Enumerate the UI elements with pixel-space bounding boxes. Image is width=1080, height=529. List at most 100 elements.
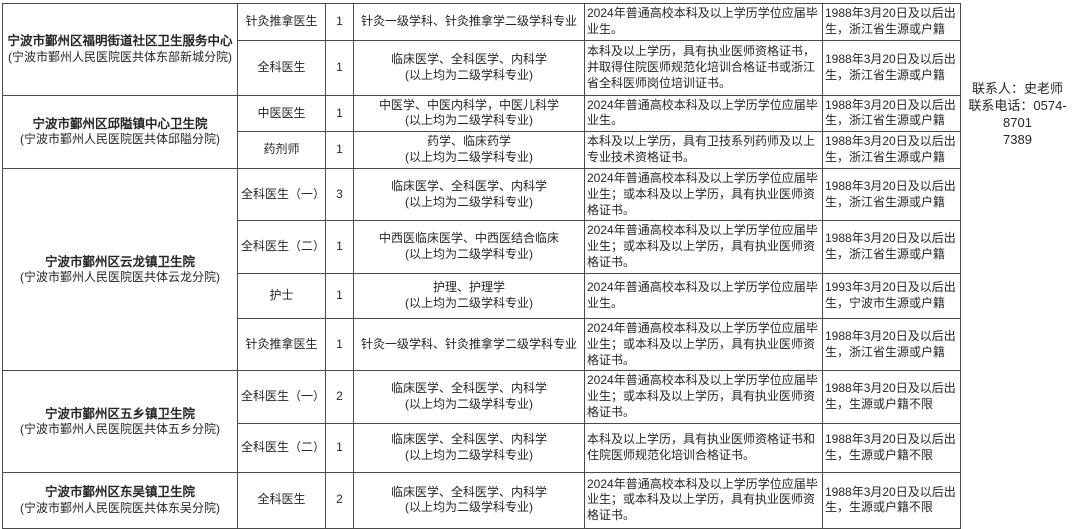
count-cell: 1 <box>325 422 354 473</box>
org-cell: 宁波市鄞州区五乡镇卫生院 (宁波市鄞州人民医院医共体五乡分院) <box>2 370 238 473</box>
major-text: 护理、护理学 <box>432 280 505 295</box>
table-row: 宁波市鄞州区东吴镇卫生院 (宁波市鄞州人民医院医共体东吴分院) 全科医生 2 临… <box>2 471 961 529</box>
count-cell: 1 <box>325 94 354 133</box>
count-cell: 1 <box>325 272 354 319</box>
count-cell: 1 <box>325 220 354 274</box>
education-cell: 2024年普通高校本科及以上学历学位应届毕业生。 <box>584 94 823 133</box>
org-name: 宁波市鄞州区五乡镇卫生院 <box>44 406 195 421</box>
major-text: 临床医学、全科医学、内科学 <box>390 484 547 499</box>
org-cell: 宁波市鄞州区邱隘镇中心卫生院 (宁波市鄞州人民医院医共体邱隘分院) <box>2 94 238 169</box>
org-cell: 宁波市鄞州区福明街道社区卫生服务中心 (宁波市鄞州人民医院医共体东部新城分院) <box>2 3 238 96</box>
major-cell: 针灸一级学科、针灸推拿学二级学科专业 <box>353 317 585 372</box>
major-text: 临床医学、全科医学、内科学 <box>390 432 547 447</box>
contact-phone: 联系电话：0574-8701 <box>968 98 1067 130</box>
major-note: (以上均为二级学科专业) <box>405 500 533 515</box>
position-cell: 全科医生（一） <box>237 167 326 222</box>
org-name: 宁波市鄞州区云龙镇卫生院 <box>44 254 195 269</box>
position-cell: 针灸推拿医生 <box>237 317 326 372</box>
position-cell: 针灸推拿医生 <box>237 3 326 41</box>
org-cell: 宁波市鄞州区东吴镇卫生院 (宁波市鄞州人民医院医共体东吴分院) <box>2 471 238 529</box>
major-cell: 中西医临床医学、中西医结合临床 (以上均为二级学科专业) <box>353 220 585 274</box>
major-note: (以上均为二级学科专业) <box>405 194 533 209</box>
table-row: 宁波市鄞州区福明街道社区卫生服务中心 (宁波市鄞州人民医院医共体东部新城分院) … <box>2 3 961 96</box>
count-cell: 1 <box>325 3 354 41</box>
major-note: (以上均为二级学科专业) <box>405 150 533 165</box>
major-text: 药学、临床药学 <box>426 134 511 149</box>
count-cell: 2 <box>325 370 354 424</box>
major-cell: 临床医学、全科医学、内科学 (以上均为二级学科专业) <box>353 471 585 529</box>
major-text: 临床医学、全科医学、内科学 <box>390 178 547 193</box>
table-row: 宁波市鄞州区邱隘镇中心卫生院 (宁波市鄞州人民医院医共体邱隘分院) 中医医生 1… <box>2 94 961 169</box>
education-cell: 本科及以上学历，具有执业医师资格证书，并取得住院医师规范化培训合格证书或浙江省全… <box>584 39 823 96</box>
table-row: 全科医生 1 临床医学、全科医学、内科学 (以上均为二级学科专业) 本科及以上学… <box>3 39 961 96</box>
requirement-cell: 1988年3月20日及以后出生，生源或户籍不限 <box>822 471 961 529</box>
org-branch: (宁波市鄞州人民医院医共体邱隘分院) <box>20 132 220 147</box>
education-cell: 本科及以上学历，具有执业医师资格证书和住院医师规范化培训合格证书。 <box>584 422 823 473</box>
requirement-cell: 1988年3月20日及以后出生，浙江省生源或户籍 <box>822 220 961 274</box>
education-cell: 2024年普通高校本科及以上学历学位应届毕业生；或本科及以上学历，具有执业医师资… <box>584 220 823 274</box>
requirement-cell: 1988年3月20日及以后出生，浙江省生源或户籍 <box>822 94 961 133</box>
education-cell: 2024年普通高校本科及以上学历学位应届毕业生。 <box>584 272 823 319</box>
requirement-cell: 1988年3月20日及以后出生，生源或户籍不限 <box>822 370 961 424</box>
major-text: 临床医学、全科医学、内科学 <box>390 51 547 66</box>
major-cell: 中医学、中医内科学，中医儿科学 (以上均为二级学科专业) <box>353 94 585 133</box>
org-branch: (宁波市鄞州人民医院医共体东吴分院) <box>20 500 220 515</box>
count-cell: 2 <box>325 471 354 529</box>
table-row: 宁波市鄞州区五乡镇卫生院 (宁波市鄞州人民医院医共体五乡分院) 全科医生（一） … <box>2 370 961 473</box>
major-text: 针灸一级学科、针灸推拿学二级学科专业 <box>360 336 577 351</box>
position-cell: 护士 <box>237 272 326 319</box>
position-cell: 全科医生 <box>237 39 326 96</box>
org-branch: (宁波市鄞州人民医院医共体东部新城分院) <box>8 49 232 64</box>
recruitment-table: 宁波市鄞州区福明街道社区卫生服务中心 (宁波市鄞州人民医院医共体东部新城分院) … <box>2 3 961 529</box>
major-text: 针灸一级学科、针灸推拿学二级学科专业 <box>360 13 577 28</box>
major-note: (以上均为二级学科专业) <box>405 397 533 412</box>
education-cell: 2024年普通高校本科及以上学历学位应届毕业生。 <box>584 3 823 41</box>
position-cell: 中医医生 <box>237 94 326 133</box>
major-cell: 药学、临床药学 (以上均为二级学科专业) <box>353 131 585 169</box>
org-branch: (宁波市鄞州人民医院医共体云龙分院) <box>20 270 220 285</box>
org-cell: 宁波市鄞州区云龙镇卫生院 (宁波市鄞州人民医院医共体云龙分院) <box>2 167 238 372</box>
major-cell: 针灸一级学科、针灸推拿学二级学科专业 <box>353 3 585 41</box>
education-cell: 2024年普通高校本科及以上学历学位应届毕业生；或本科及以上学历，具有执业医师资… <box>584 317 823 372</box>
major-text: 中西医临床医学、中西医结合临床 <box>378 231 559 246</box>
position-cell: 全科医生（一） <box>237 370 326 424</box>
education-cell: 2024年普通高校本科及以上学历学位应届毕业生；或本科及以上学历，具有执业医师资… <box>584 370 823 424</box>
major-cell: 临床医学、全科医学、内科学 (以上均为二级学科专业) <box>353 167 585 222</box>
major-text: 中医学、中医内科学，中医儿科学 <box>378 97 559 112</box>
contact-info: 联系人：史老师 联系电话：0574-8701 7389 <box>955 80 1080 148</box>
table-row: 宁波市鄞州区云龙镇卫生院 (宁波市鄞州人民医院医共体云龙分院) 全科医生（一） … <box>2 167 961 372</box>
position-cell: 药剂师 <box>237 131 326 169</box>
requirement-cell: 1993年3月20日及以后出生，宁波市生源或户籍 <box>822 272 961 319</box>
major-cell: 护理、护理学 (以上均为二级学科专业) <box>353 272 585 319</box>
major-cell: 临床医学、全科医学、内科学 (以上均为二级学科专业) <box>353 39 585 96</box>
requirement-cell: 1988年3月20日及以后出生，浙江省生源或户籍 <box>822 131 961 169</box>
education-cell: 2024年普通高校本科及以上学历学位应届毕业生；或本科及以上学历，具有执业医师资… <box>584 471 823 529</box>
major-note: (以上均为二级学科专业) <box>405 447 533 462</box>
education-cell: 本科及以上学历，具有卫技系列药师及以上专业技术资格证书。 <box>584 131 823 169</box>
contact-person: 联系人：史老师 <box>971 81 1063 96</box>
table-row: 针灸推拿医生 1 针灸一级学科、针灸推拿学二级学科专业 2024年普通高校本科及… <box>3 317 961 372</box>
position-cell: 全科医生（二） <box>237 422 326 473</box>
position-cell: 全科医生（二） <box>237 220 326 274</box>
major-cell: 临床医学、全科医学、内科学 (以上均为二级学科专业) <box>353 370 585 424</box>
major-note: (以上均为二级学科专业) <box>405 295 533 310</box>
education-cell: 2024年普通高校本科及以上学历学位应届毕业生；或本科及以上学历，具有执业医师资… <box>584 167 823 222</box>
requirement-cell: 1988年3月20日及以后出生，生源或户籍不限 <box>822 422 961 473</box>
org-branch: (宁波市鄞州人民医院医共体五乡分院) <box>20 422 220 436</box>
count-cell: 1 <box>325 39 354 96</box>
position-cell: 全科医生 <box>237 471 326 529</box>
major-cell: 临床医学、全科医学、内科学 (以上均为二级学科专业) <box>353 422 585 473</box>
org-name: 宁波市鄞州区东吴镇卫生院 <box>44 485 195 500</box>
table-row: 全科医生（二） 1 中西医临床医学、中西医结合临床 (以上均为二级学科专业) 2… <box>3 220 961 274</box>
requirement-cell: 1988年3月20日及以后出生，浙江省生源或户籍 <box>822 3 961 41</box>
requirement-cell: 1988年3月20日及以后出生，浙江省生源或户籍 <box>822 167 961 222</box>
contact-phone-wrap: 7389 <box>1003 132 1032 147</box>
org-name: 宁波市鄞州区福明街道社区卫生服务中心 <box>7 34 233 49</box>
major-note: (以上均为二级学科专业) <box>405 247 533 262</box>
major-text: 临床医学、全科医学、内科学 <box>390 381 547 396</box>
major-note: (以上均为二级学科专业) <box>405 113 533 128</box>
org-name: 宁波市鄞州区邱隘镇中心卫生院 <box>32 116 208 131</box>
count-cell: 1 <box>325 317 354 372</box>
major-note: (以上均为二级学科专业) <box>405 67 533 82</box>
table-row: 全科医生（二） 1 临床医学、全科医学、内科学 (以上均为二级学科专业) 本科及… <box>3 422 961 473</box>
